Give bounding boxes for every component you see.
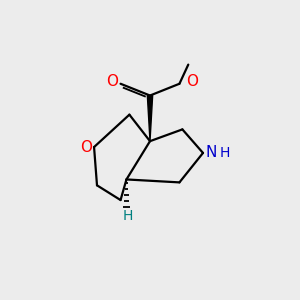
Text: H: H: [220, 146, 230, 160]
Text: O: O: [186, 74, 198, 89]
Text: H: H: [123, 209, 133, 223]
Polygon shape: [147, 95, 153, 141]
Text: O: O: [80, 140, 92, 154]
Text: O: O: [106, 74, 118, 89]
Text: N: N: [206, 146, 217, 160]
